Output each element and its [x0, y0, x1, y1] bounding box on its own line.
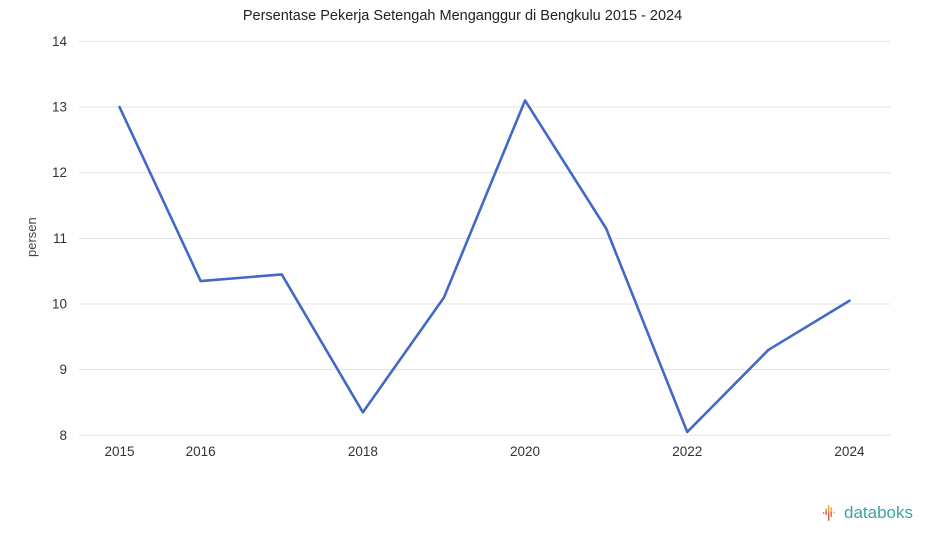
svg-text:2018: 2018 — [348, 444, 378, 459]
svg-text:14: 14 — [52, 34, 68, 49]
svg-text:8: 8 — [59, 428, 67, 443]
svg-text:2024: 2024 — [834, 444, 865, 459]
svg-text:11: 11 — [53, 231, 67, 246]
svg-text:12: 12 — [52, 165, 67, 180]
svg-text:2022: 2022 — [672, 444, 702, 459]
svg-text:2016: 2016 — [186, 444, 216, 459]
svg-text:9: 9 — [59, 362, 67, 377]
svg-text:2015: 2015 — [105, 444, 135, 459]
svg-text:13: 13 — [52, 100, 67, 115]
svg-text:10: 10 — [52, 297, 67, 312]
svg-text:2020: 2020 — [510, 444, 540, 459]
